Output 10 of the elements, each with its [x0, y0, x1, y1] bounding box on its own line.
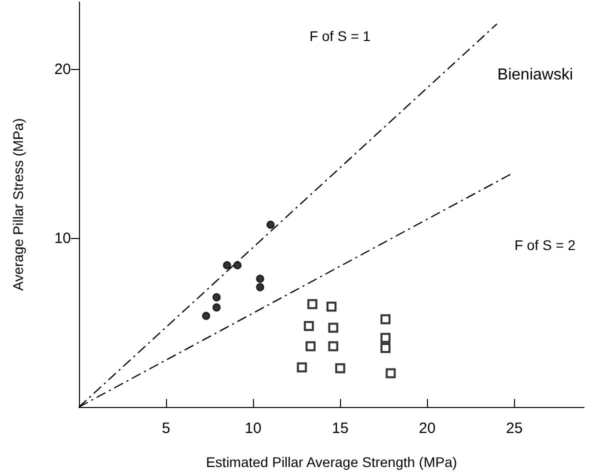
y-axis-title: Average Pillar Stress (MPa) — [10, 118, 26, 291]
annotation: F of S = 1 — [309, 28, 371, 44]
x-tick-label: 20 — [418, 420, 436, 437]
x-tick-label: 10 — [244, 420, 262, 437]
x-tick-label: 25 — [506, 420, 523, 437]
x-axis-title: Estimated Pillar Average Strength (MPa) — [206, 454, 458, 470]
annotation: F of S = 2 — [514, 237, 576, 253]
x-tick-label: 5 — [162, 420, 170, 437]
text: Bieniawski — [497, 66, 574, 84]
x-tick-label: 15 — [332, 420, 349, 437]
